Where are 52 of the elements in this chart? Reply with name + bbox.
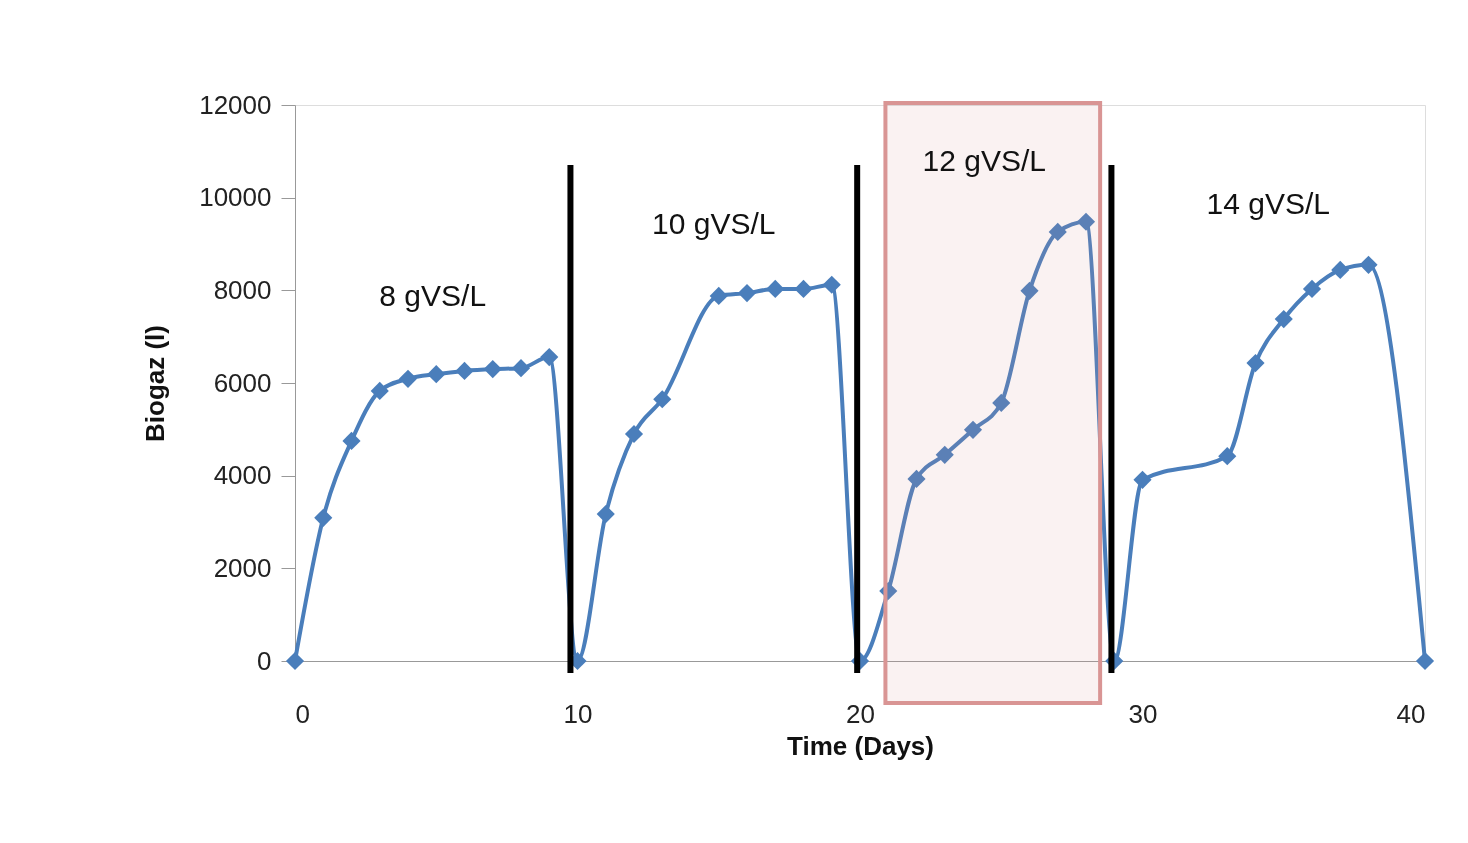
x-tick-label: 10 [563, 698, 593, 729]
y-tick-label: 10000 [199, 182, 272, 213]
point [1274, 309, 1293, 329]
x-axis-title: Time (Days) [787, 730, 934, 761]
point [540, 347, 559, 367]
y-tick-label: 6000 [213, 367, 272, 398]
point [1359, 255, 1378, 274]
annotation: 10 gVS/L [652, 206, 776, 240]
point [907, 469, 926, 488]
point [398, 369, 418, 388]
x-tick-label: 30 [1128, 698, 1158, 729]
point [285, 651, 305, 671]
point [596, 505, 615, 524]
point [1020, 281, 1039, 300]
point [935, 445, 954, 464]
annotation: 12 gVS/L [922, 143, 1047, 177]
point [1076, 212, 1096, 231]
y-tick-label: 2000 [213, 552, 272, 583]
y-tick-label: 8000 [213, 274, 272, 305]
annotation: 8 gVS/L [379, 279, 487, 313]
x-tick-label: 20 [846, 698, 875, 729]
y-tick-label: 4000 [213, 460, 272, 491]
point [794, 279, 813, 299]
point [1415, 651, 1435, 671]
point [709, 286, 728, 305]
y-tick-label: 0 [257, 645, 272, 676]
point [1048, 222, 1067, 242]
point [1331, 260, 1350, 280]
point [370, 381, 389, 400]
annotation: 14 gVS/L [1206, 186, 1330, 220]
point [879, 581, 898, 601]
y-tick-label: 12000 [199, 89, 272, 120]
point [992, 393, 1011, 413]
point [483, 360, 502, 379]
point [653, 390, 672, 409]
point [766, 279, 785, 299]
point [342, 431, 361, 450]
point [1246, 353, 1265, 373]
point [1218, 447, 1237, 466]
y-axis-title: Biogaz (l) [140, 325, 171, 442]
point [963, 420, 983, 439]
point [624, 424, 644, 444]
point [511, 359, 531, 378]
point [427, 365, 446, 384]
x-tick-label: 40 [1396, 698, 1426, 729]
point [1133, 470, 1152, 489]
point [455, 361, 474, 381]
point [314, 508, 333, 527]
point [822, 275, 841, 294]
point [1302, 279, 1322, 299]
point [737, 284, 757, 303]
x-tick-label: 0 [295, 698, 310, 729]
